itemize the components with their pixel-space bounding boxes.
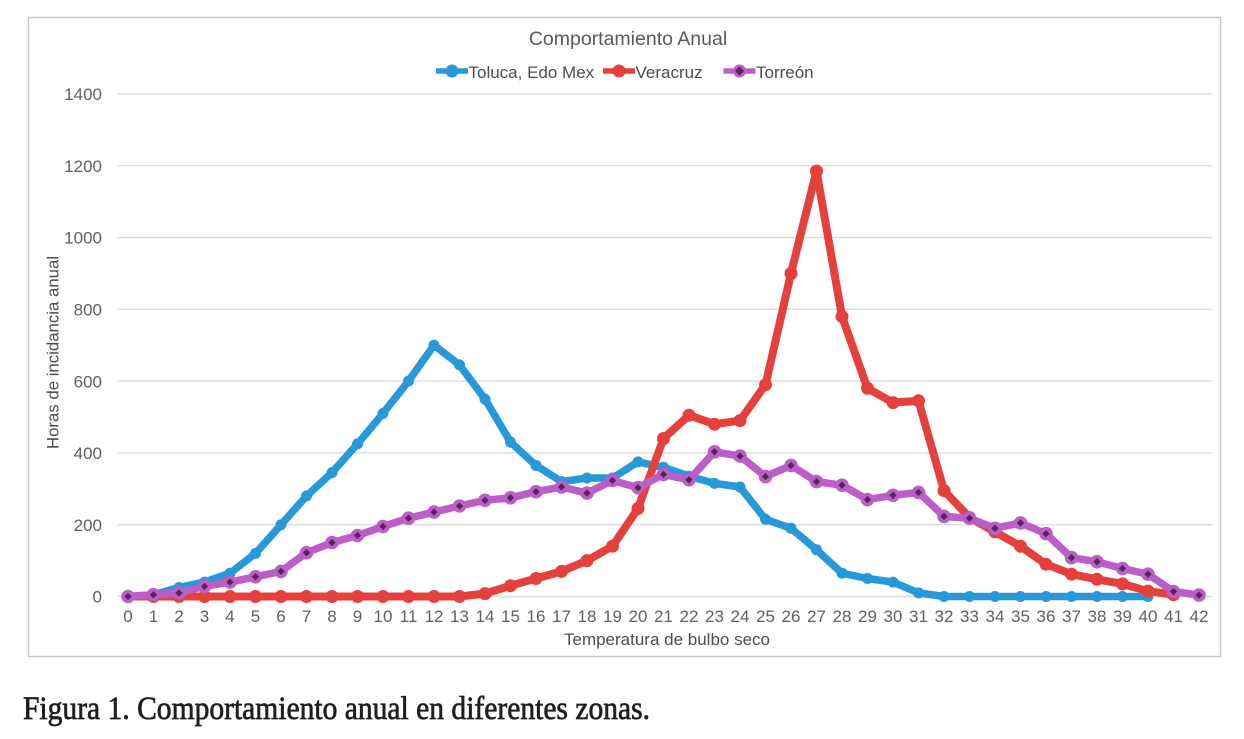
svg-text:Figura 1. Comportamiento anual: Figura 1. Comportamiento anual en difere… (23, 691, 650, 727)
svg-text:Veracruz: Veracruz (636, 63, 703, 82)
svg-text:800: 800 (74, 301, 102, 320)
svg-text:2: 2 (174, 607, 183, 626)
svg-text:14: 14 (476, 607, 495, 626)
svg-text:34: 34 (986, 607, 1005, 626)
svg-text:41: 41 (1164, 607, 1183, 626)
svg-text:21: 21 (654, 607, 673, 626)
svg-text:Torreón: Torreón (756, 63, 814, 82)
svg-text:10: 10 (374, 607, 393, 626)
svg-text:28: 28 (833, 607, 852, 626)
svg-text:16: 16 (527, 607, 546, 626)
svg-text:9: 9 (353, 607, 362, 626)
svg-text:35: 35 (1011, 607, 1030, 626)
svg-text:38: 38 (1088, 607, 1107, 626)
svg-text:600: 600 (74, 372, 102, 391)
svg-text:40: 40 (1139, 607, 1158, 626)
svg-text:27: 27 (807, 607, 826, 626)
svg-text:18: 18 (578, 607, 597, 626)
svg-text:0: 0 (93, 588, 102, 607)
svg-text:12: 12 (425, 607, 444, 626)
svg-text:7: 7 (302, 607, 311, 626)
svg-text:1: 1 (149, 607, 158, 626)
svg-text:33: 33 (960, 607, 979, 626)
svg-text:26: 26 (782, 607, 801, 626)
svg-text:20: 20 (629, 607, 648, 626)
svg-text:31: 31 (909, 607, 928, 626)
svg-text:400: 400 (74, 444, 102, 463)
svg-text:1000: 1000 (64, 229, 102, 248)
svg-text:200: 200 (74, 516, 102, 535)
svg-text:13: 13 (450, 607, 469, 626)
svg-text:1400: 1400 (64, 85, 102, 104)
svg-text:4: 4 (225, 607, 234, 626)
svg-text:24: 24 (731, 607, 750, 626)
svg-text:6: 6 (276, 607, 285, 626)
svg-text:11: 11 (400, 607, 418, 626)
svg-text:37: 37 (1062, 607, 1081, 626)
svg-text:1200: 1200 (64, 157, 102, 176)
svg-text:3: 3 (200, 607, 209, 626)
svg-text:19: 19 (603, 607, 622, 626)
svg-text:42: 42 (1190, 607, 1209, 626)
svg-text:Horas de incidancia anual: Horas de incidancia anual (44, 256, 63, 449)
svg-text:22: 22 (680, 607, 699, 626)
svg-text:8: 8 (327, 607, 336, 626)
svg-text:0: 0 (123, 607, 132, 626)
svg-text:23: 23 (705, 607, 724, 626)
svg-text:17: 17 (552, 607, 571, 626)
svg-text:5: 5 (251, 607, 260, 626)
svg-text:32: 32 (935, 607, 954, 626)
svg-text:25: 25 (756, 607, 775, 626)
svg-text:30: 30 (884, 607, 903, 626)
svg-text:15: 15 (501, 607, 520, 626)
svg-text:29: 29 (858, 607, 877, 626)
svg-text:Comportamiento Anual: Comportamiento Anual (529, 28, 727, 50)
svg-text:Toluca, Edo Mex: Toluca, Edo Mex (469, 63, 595, 82)
svg-text:39: 39 (1113, 607, 1132, 626)
svg-text:36: 36 (1037, 607, 1056, 626)
svg-text:Temperatura de bulbo seco: Temperatura de bulbo seco (564, 630, 770, 649)
